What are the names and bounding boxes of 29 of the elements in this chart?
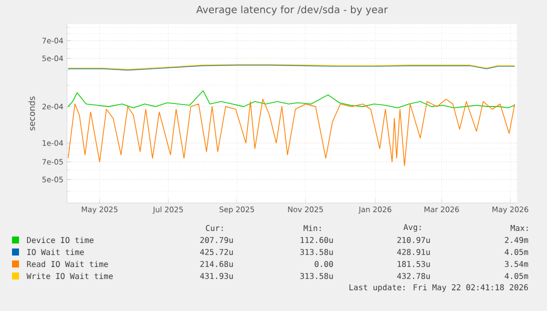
text: 4.05m [504, 272, 528, 280]
legend-label: IO Wait time [27, 248, 84, 256]
text: 428.91u [397, 248, 430, 256]
legend-label: Device IO time [27, 236, 94, 244]
line-series [68, 90, 516, 108]
legend-label: Read IO Wait time [27, 260, 108, 268]
text: 3.54m [504, 260, 528, 268]
y-axis-title: seconds [28, 96, 35, 130]
legend-label: Write IO Wait time [26, 272, 113, 280]
text: 214.68u [200, 260, 233, 268]
text: 432.78u [397, 272, 430, 280]
line-series [68, 98, 516, 166]
text: 207.79u [200, 236, 233, 244]
text: 425.72u [200, 248, 233, 256]
text: 2.49m [504, 236, 528, 244]
text: 210.97u [397, 236, 430, 244]
chart-title: Average latency for /dev/sda - by year [196, 6, 388, 16]
text: 4.05m [504, 248, 528, 256]
text: Max: [510, 225, 528, 231]
text: 431.93u [200, 272, 233, 280]
text: Cur: [206, 224, 223, 232]
text: Avg: [404, 224, 421, 232]
text: 313.58u [300, 248, 333, 256]
text: 0.00 [314, 260, 333, 268]
text: 181.53u [398, 260, 430, 268]
text: 313.58u [300, 272, 333, 280]
text: Last update: Fri May 22 02:41:18 2026 [350, 284, 528, 292]
text: 112.60u [300, 236, 333, 244]
text: Min: [304, 224, 321, 232]
